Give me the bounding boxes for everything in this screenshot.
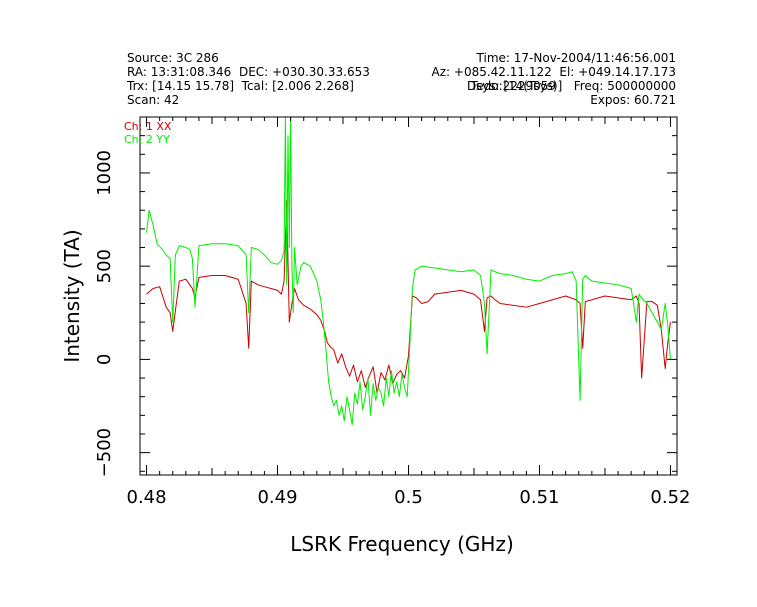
ra-dec-label: RA: 13:31:08.346 DEC: +030.30.33.653 bbox=[127, 65, 370, 79]
x-axis-title: LSRK Frequency (GHz) bbox=[290, 532, 514, 556]
y-tick-label: 1000 bbox=[94, 150, 115, 196]
x-tick-label: 0.48 bbox=[127, 487, 167, 508]
legend-ch2: Ch: 2 YY bbox=[124, 133, 170, 146]
x-tick-label: 0.5 bbox=[394, 487, 423, 508]
source-label: Source: 3C 286 bbox=[127, 51, 219, 65]
x-tick-label: 0.52 bbox=[650, 487, 690, 508]
az-el-label: Az: +085.42.11.122 El: +049.14.17.173 bbox=[431, 65, 676, 79]
overlap-text: Dedo:2229059 bbox=[467, 79, 557, 93]
trx-tcal-label: Trx: [14.15 15.78] Tcal: [2.006 2.268] bbox=[127, 79, 354, 93]
y-axis-title: Intensity (TA) bbox=[60, 229, 84, 362]
x-tick-label: 0.49 bbox=[257, 487, 297, 508]
y-tick-label: −500 bbox=[94, 428, 115, 477]
legend-ch1: Ch: 1 XX bbox=[124, 120, 172, 133]
series-layer bbox=[146, 116, 671, 426]
x-tick-label: 0.51 bbox=[519, 487, 559, 508]
y-tick-label: 0 bbox=[94, 354, 115, 365]
expos-label: Expos: 60.721 bbox=[590, 93, 676, 107]
ticks-layer: 0.48 0.49 0.5 0.51 0.52 −500 0 500 1000 bbox=[94, 116, 690, 508]
tsys-freq-label: Tsys: [14(Tsys)] Freq: 500000000 bbox=[470, 79, 676, 93]
time-label: Time: 17-Nov-2004/11:46:56.001 bbox=[476, 51, 676, 65]
scan-label: Scan: 42 bbox=[127, 93, 180, 107]
series-line-2 bbox=[146, 116, 671, 426]
y-tick-label: 500 bbox=[94, 249, 115, 283]
plot-frame bbox=[139, 116, 678, 476]
